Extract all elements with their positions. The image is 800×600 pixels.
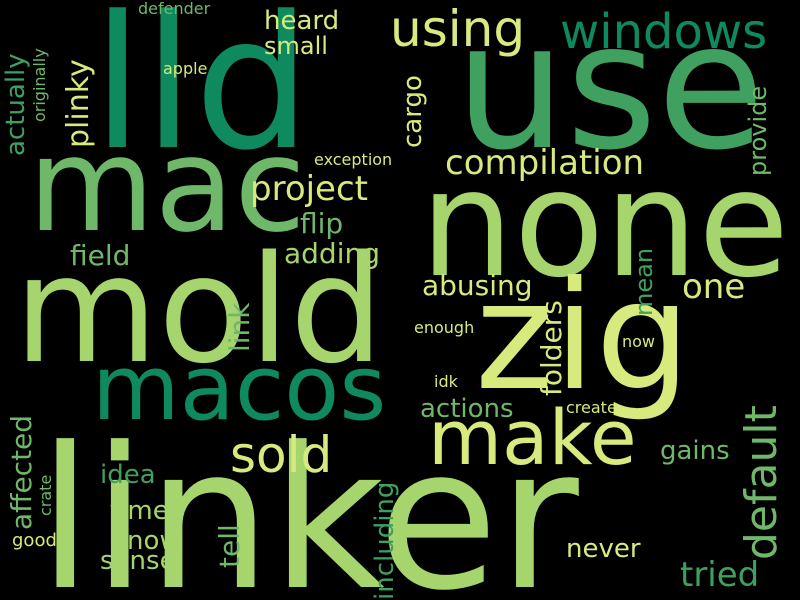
word-provide: provide [744, 85, 772, 176]
word-mean: mean [630, 247, 658, 316]
word-link: link [223, 302, 256, 352]
word-small: small [264, 32, 328, 60]
word-never: never [566, 534, 641, 564]
word-make: make [428, 393, 637, 482]
word-lld: lld [92, 0, 312, 191]
word-folders: folders [535, 300, 568, 396]
word-crate: crate [36, 474, 55, 516]
word-mac: mac [28, 109, 306, 261]
word-zig: zig [475, 250, 691, 424]
word-including: including [370, 481, 400, 600]
word-sold: sold [230, 426, 333, 484]
word-default: default [736, 405, 787, 560]
word-adding: adding [284, 237, 381, 270]
word-windows: windows [560, 4, 768, 60]
word-affected: affected [5, 414, 38, 530]
word-project: project [250, 169, 369, 209]
word-good: good [12, 530, 57, 551]
word-times: times [110, 496, 183, 526]
word-enough: enough [414, 318, 475, 337]
word-create: create [566, 398, 617, 417]
word-actions: actions [420, 394, 514, 424]
word-tried: tried [680, 555, 760, 595]
word-defender: defender [138, 0, 211, 18]
word-mold: mold [14, 224, 384, 396]
word-exception: exception [314, 150, 393, 169]
word-sense: sense [100, 546, 176, 576]
word-flip: flip [300, 207, 344, 240]
word-use: use [455, 0, 765, 189]
word-plinky: plinky [61, 59, 96, 148]
word-using: using [390, 0, 526, 58]
word-field: field [70, 239, 131, 272]
word-compilation: compilation [445, 143, 645, 183]
word-know: know [112, 526, 181, 556]
word-macos: macos [92, 336, 387, 441]
word-one: one [682, 267, 746, 307]
word-heard: heard [264, 6, 340, 36]
word-linker: linker [38, 406, 579, 600]
word-apple: apple [163, 59, 208, 78]
word-gains: gains [660, 436, 730, 466]
word-cargo: cargo [398, 75, 428, 148]
word-none: none [420, 138, 790, 310]
word-abusing: abusing [422, 269, 533, 302]
word-actually: actually [1, 53, 31, 156]
word-now: now [622, 332, 656, 351]
word-idea: idea [100, 460, 156, 490]
word-idk: idk [434, 372, 458, 391]
word-tell: tell [213, 524, 246, 568]
word-originally: originally [30, 48, 49, 122]
